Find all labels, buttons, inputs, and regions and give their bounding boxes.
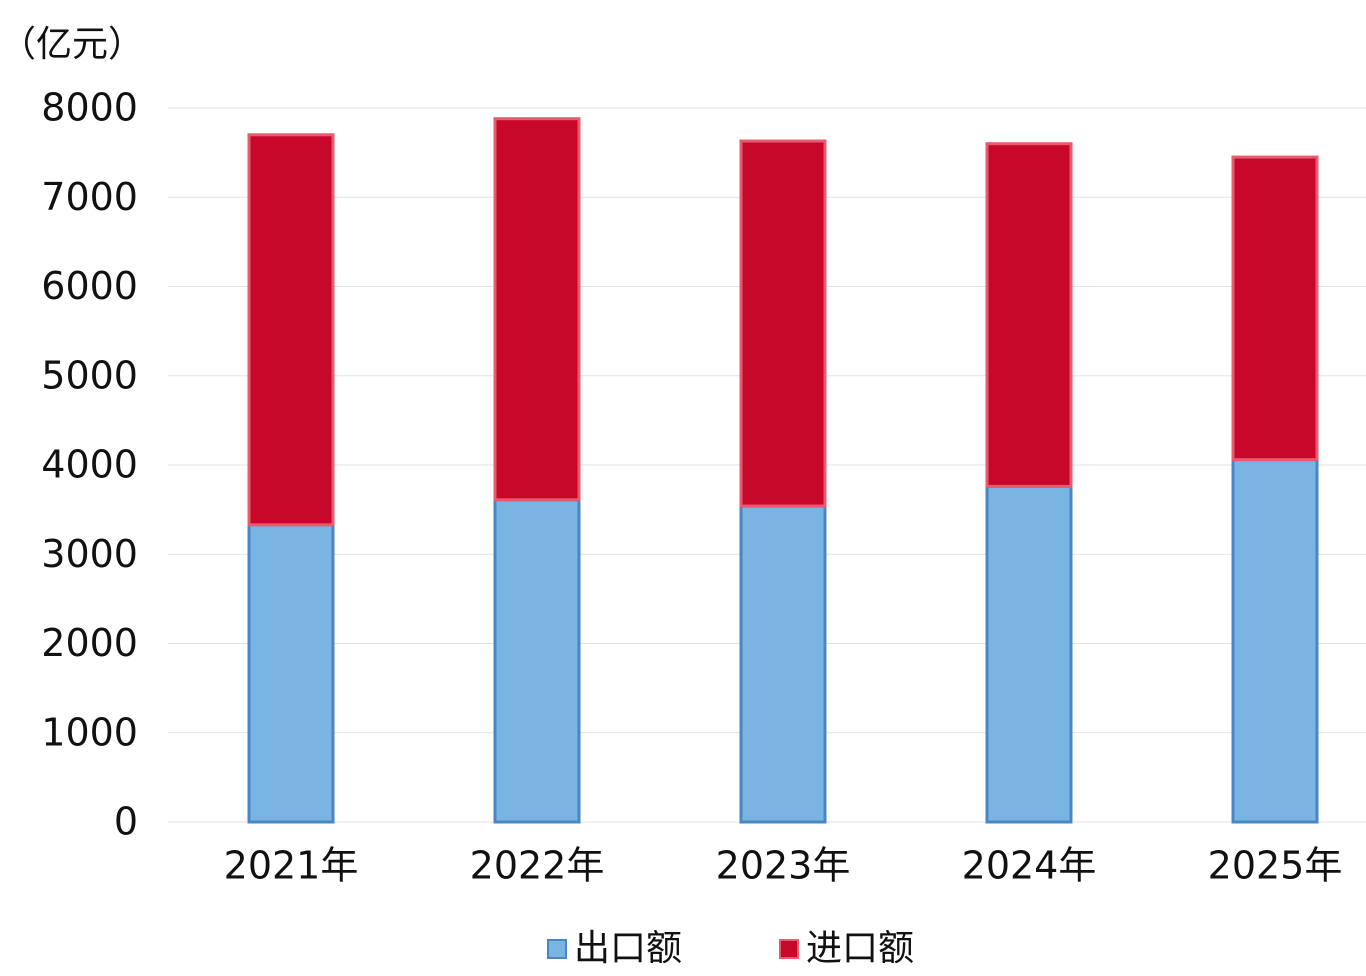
bar-segment xyxy=(739,504,827,824)
y-tick-label: 4000 xyxy=(41,443,138,487)
bar-segment xyxy=(1231,155,1319,462)
bar-segment xyxy=(247,523,335,824)
y-tick-label: 8000 xyxy=(41,86,138,130)
y-tick-label: 7000 xyxy=(41,175,138,219)
legend-swatch xyxy=(547,939,567,959)
y-tick-label: 5000 xyxy=(41,353,138,397)
bar-segment xyxy=(1231,458,1319,824)
bar-segment xyxy=(493,117,581,502)
y-tick-label: 6000 xyxy=(41,264,138,308)
x-tick-label: 2025年 xyxy=(1208,844,1343,888)
y-tick-label: 2000 xyxy=(41,621,138,665)
x-tick-label: 2023年 xyxy=(716,844,851,888)
bar-segment xyxy=(985,142,1073,488)
x-tick-label: 2022年 xyxy=(470,844,605,888)
bar-segment xyxy=(247,133,335,527)
legend-swatch xyxy=(779,939,799,959)
legend-label: 出口额 xyxy=(574,928,682,969)
x-tick-label: 2024年 xyxy=(962,844,1097,888)
legend-label: 进口额 xyxy=(806,928,914,969)
y-tick-label: 3000 xyxy=(41,532,138,576)
y-axis-label: （亿元） xyxy=(0,24,144,65)
y-tick-label: 0 xyxy=(114,800,138,844)
x-tick-label: 2021年 xyxy=(224,844,359,888)
bar-segment xyxy=(739,139,827,508)
bar-segment xyxy=(985,484,1073,824)
bar-segment xyxy=(493,498,581,824)
y-tick-label: 1000 xyxy=(41,710,138,754)
